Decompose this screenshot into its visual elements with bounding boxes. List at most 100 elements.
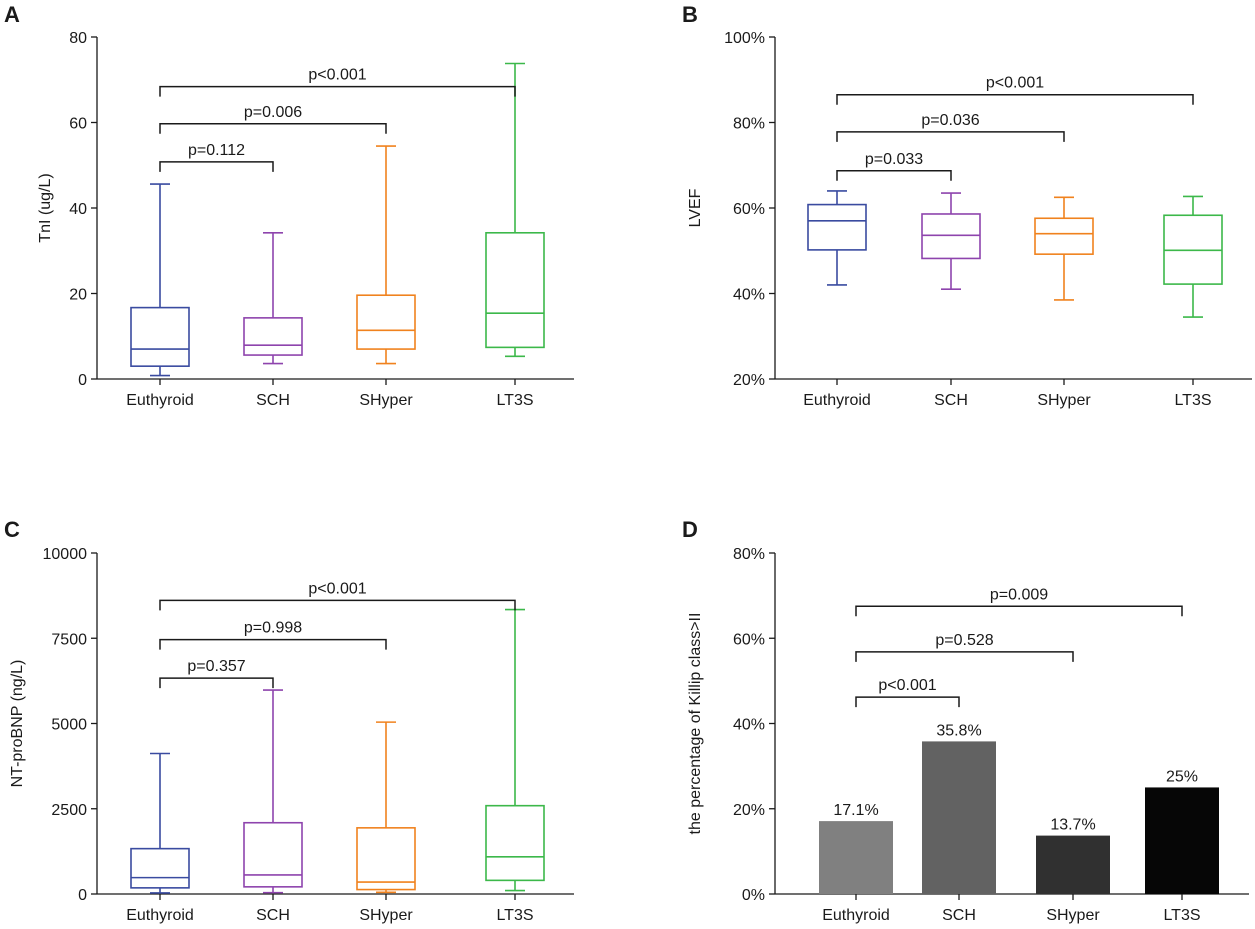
p-value-label: p=0.528 [935,632,993,649]
bracket-line [855,651,1074,662]
p-value-label: p=0.112 [188,142,245,159]
bar-sch [922,741,996,894]
y-axis-label: TnI (ug/L) [37,173,54,242]
x-tick-label-euthyroid: Euthyroid [126,392,194,409]
x-tick-label-shyper: SHyper [1046,907,1100,924]
significance-bracket: p=0.009 [855,586,1183,617]
box-shyper [356,721,416,894]
x-tick-label-lt3s: LT3S [1174,392,1211,409]
x-tick-label-sch: SCH [256,392,290,409]
bar-euthyroid [819,821,893,894]
y-tick-label: 40% [733,717,765,734]
y-tick-label: 60 [69,116,87,133]
bracket-line [855,696,960,708]
y-tick-label: 80% [733,546,765,563]
box-lt3s [485,62,545,358]
y-axis-label: LVEF [687,188,704,227]
panel-letter-c: C [4,517,20,542]
iqr-box [485,804,545,882]
p-value-label: p=0.998 [244,620,302,637]
bar-lt3s [1145,787,1219,894]
iqr-box [130,306,190,367]
y-tick-label: 10000 [43,546,88,563]
y-tick-label: 7500 [51,631,87,648]
box-lt3s [1163,195,1223,318]
y-axis-label: the percentage of Killip class>II [687,613,704,835]
y-tick-label: 0 [78,887,87,904]
x-tick-label-lt3s: LT3S [1163,907,1200,924]
x-tick-label-shyper: SHyper [359,907,413,924]
y-tick-label: 60% [733,631,765,648]
bar-value-label: 35.8% [936,722,981,739]
x-tick-label-shyper: SHyper [359,392,413,409]
y-tick-label: 2500 [51,802,87,819]
bar-value-label: 17.1% [833,802,878,819]
bracket-line [159,161,274,172]
p-value-label: p<0.001 [986,75,1044,92]
panel-letter-b: B [682,2,698,27]
significance-bracket: p=0.036 [836,112,1065,142]
x-tick-label-shyper: SHyper [1037,392,1091,409]
significance-bracket: p<0.001 [159,67,516,97]
p-value-label: p=0.033 [865,151,923,168]
p-value-label: p<0.001 [878,677,936,694]
x-tick-label-sch: SCH [942,907,976,924]
x-tick-label-lt3s: LT3S [496,392,533,409]
significance-bracket: p=0.006 [159,104,387,134]
bracket-line [159,85,516,97]
bracket-line [836,131,1065,142]
iqr-box [356,827,416,891]
p-value-label: p=0.357 [187,658,245,675]
x-tick-label-sch: SCH [256,907,290,924]
panel-a: A 0 20 40 60 80 Euthyroid SCH SHyper LT3S TnI (ug… [4,2,574,409]
bracket-line [159,677,274,689]
iqr-box [243,317,303,356]
panel-letter-d: D [682,517,698,542]
bracket-line [855,605,1183,617]
bracket-line [159,638,387,650]
x-tick-label-euthyroid: Euthyroid [822,907,890,924]
significance-bracket: p=0.112 [159,142,274,172]
bracket-line [159,599,516,611]
bar-value-label: 13.7% [1050,817,1095,834]
y-tick-label: 5000 [51,717,87,734]
y-tick-label: 80% [733,116,765,133]
iqr-box [485,231,545,349]
y-tick-label: 0 [78,372,87,389]
significance-bracket: p=0.998 [159,620,387,650]
panel-d: D 0% 20% 40% 60% 80% Euthyroid SCH SHyper LT3S th… [682,517,1249,924]
box-shyper [1034,196,1094,301]
significance-bracket: p=0.528 [855,632,1074,662]
bracket-line [836,170,952,181]
y-tick-label: 100% [724,30,765,47]
panel-letter-a: A [4,2,20,27]
significance-bracket: p<0.001 [855,677,960,708]
box-shyper [356,145,416,365]
significance-bracket: p<0.001 [836,75,1194,105]
bar-value-label: 25% [1166,768,1198,785]
significance-bracket: p=0.033 [836,151,952,181]
box-euthyroid [130,752,190,894]
y-tick-label: 20% [733,802,765,819]
x-tick-label-euthyroid: Euthyroid [803,392,871,409]
y-tick-label: 20 [69,287,87,304]
panel-b: B 20% 40% 60% 80% 100% Euthyroid SCH SHyper LT3S… [682,2,1252,409]
p-value-label: p<0.001 [308,67,366,84]
y-tick-label: 40% [733,287,765,304]
significance-bracket: p<0.001 [159,580,516,611]
bar-shyper [1036,835,1110,894]
x-tick-label-lt3s: LT3S [496,907,533,924]
p-value-label: p=0.036 [921,112,979,129]
significance-bracket: p=0.357 [159,658,274,689]
p-value-label: p<0.001 [308,580,366,597]
bracket-line [836,93,1194,105]
box-sch [243,689,303,894]
x-tick-label-sch: SCH [934,392,968,409]
box-sch [243,231,303,365]
p-value-label: p=0.009 [990,586,1048,603]
iqr-box [807,203,867,251]
box-euthyroid [807,190,867,286]
y-tick-label: 20% [733,372,765,389]
y-tick-label: 0% [742,887,765,904]
box-sch [921,192,981,291]
